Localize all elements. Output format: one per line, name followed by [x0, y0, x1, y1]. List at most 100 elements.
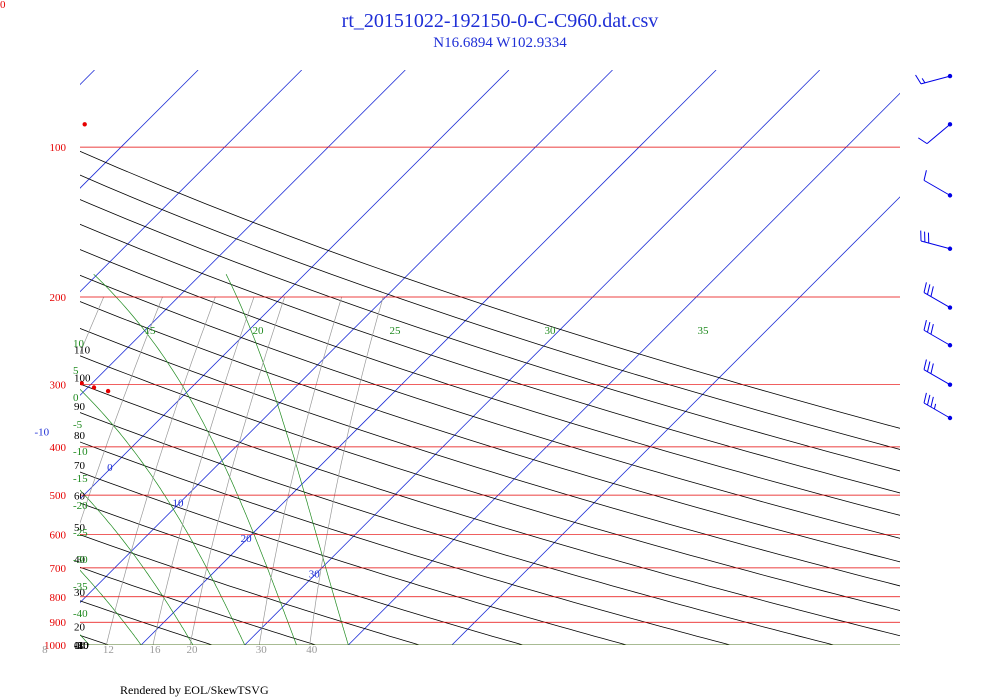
- moist-adiabat-line: [225, 274, 349, 645]
- isotherm-label: 20: [241, 533, 253, 545]
- dry-adiabat-left-label: 90: [74, 401, 86, 413]
- wind-barb-flag: [923, 282, 927, 293]
- mixing-ratio-line: [0, 297, 43, 645]
- mixing-ratio-label: 12: [103, 644, 114, 656]
- dry-adiabat-line: [80, 355, 900, 611]
- isotherm-line: [451, 196, 900, 645]
- isotherm-line: [348, 92, 900, 645]
- temperature-point: [105, 388, 111, 394]
- moist-adiabat-line: [93, 273, 297, 645]
- wind-barbs: [915, 73, 953, 421]
- wind-barb-flag: [930, 323, 934, 335]
- corner-label: 0: [0, 0, 6, 11]
- wind-barb-staff: [923, 402, 951, 419]
- mixing-ratio-label: 16: [149, 644, 161, 656]
- wind-barb-half-flag: [933, 403, 937, 410]
- pressure-label: 800: [50, 592, 67, 604]
- wind-barb-staff: [923, 369, 951, 386]
- moist-adiabat-label: 35: [698, 325, 710, 337]
- dry-adiabat-line: [80, 534, 420, 645]
- moist-adiabat-left-label: -35: [73, 581, 88, 593]
- pressure-label: 300: [50, 380, 67, 392]
- isotherm-label: 30: [309, 569, 321, 581]
- temperature-point: [24, 143, 28, 147]
- wind-barb-flag: [926, 394, 931, 406]
- dry-adiabat-line: [80, 249, 900, 516]
- dry-adiabat-left-label: 10: [74, 640, 86, 652]
- wind-barb-flag: [915, 74, 922, 85]
- dry-adiabat-line: [80, 566, 316, 645]
- wind-barb-flag: [926, 321, 931, 333]
- dry-adiabat-line: [80, 150, 900, 429]
- isotherm-label: 10: [173, 498, 185, 510]
- dry-adiabat-left-label: -40: [74, 640, 89, 652]
- moist-adiabat-label: 20: [253, 325, 265, 337]
- pressure-label: 400: [50, 442, 67, 454]
- pressure-label: 200: [50, 292, 67, 304]
- dry-adiabat-left-label: 40: [74, 554, 86, 566]
- temperature-point: [35, 370, 39, 374]
- moist-adiabat-left-label: -25: [73, 527, 88, 539]
- dry-adiabat-line: [80, 600, 213, 645]
- temperature-point: [10, 363, 14, 367]
- sounding-data: [4, 122, 111, 394]
- wind-barb-flag: [923, 392, 927, 404]
- grid-lines: [0, 70, 900, 645]
- dry-adiabat-line: [0, 70, 5, 645]
- pressure-label: 600: [50, 530, 67, 542]
- moist-adiabat-line: [0, 274, 38, 645]
- isotherm-line: [244, 70, 821, 645]
- mixing-ratio-line: [258, 296, 343, 645]
- pressure-label: 500: [50, 490, 67, 502]
- temperature-point: [91, 385, 97, 390]
- dry-adiabat-line: [80, 223, 900, 494]
- temperature-point: [4, 149, 8, 153]
- pressure-label: 1000: [44, 640, 67, 652]
- dry-adiabat-left-label: 30: [74, 587, 86, 599]
- isotherm-line: [80, 70, 406, 396]
- dry-adiabat-line: [80, 327, 900, 587]
- moist-adiabat-label: 15: [145, 325, 157, 337]
- isotherm-label: 0: [107, 462, 113, 474]
- dry-adiabat-line: [80, 199, 900, 472]
- isotherm-line: [80, 70, 199, 189]
- dry-adiabat-left-label: 60: [74, 490, 86, 502]
- dry-adiabat-line: [80, 471, 627, 645]
- wind-barb-staff: [920, 75, 951, 85]
- dry-adiabat-left-label: 20: [74, 621, 86, 633]
- mixing-ratio-label: 30: [256, 644, 268, 656]
- moist-adiabat-left-label: -20: [73, 500, 88, 512]
- moist-adiabat-left-label: 5: [73, 365, 79, 377]
- isotherm-line: [80, 70, 510, 500]
- dry-adiabat-left-label: 0: [74, 640, 80, 652]
- wind-barb-half-flag: [921, 78, 926, 84]
- mixing-ratio-line: [80, 296, 163, 525]
- moist-adiabat-left-label: 0: [73, 392, 79, 404]
- dry-adiabat-left-label: 100: [74, 372, 91, 384]
- pressure-label: 100: [50, 142, 67, 154]
- wind-barb-staff: [923, 179, 951, 196]
- temperature-point: [43, 136, 47, 140]
- pressure-label: 700: [50, 563, 67, 575]
- temperature-point: [69, 127, 73, 131]
- moist-adiabat-label: 25: [390, 325, 402, 337]
- dry-adiabat-line: [80, 383, 900, 637]
- moist-adiabat-label: 30: [545, 325, 557, 337]
- moist-adiabat-line: [80, 388, 246, 645]
- isotherm-line: [140, 70, 717, 645]
- moist-adiabat-line: [80, 489, 194, 645]
- dry-adiabat-left-label: -10: [74, 640, 89, 652]
- moist-adiabat-left-label: -10: [73, 446, 88, 458]
- wind-barb-flag: [930, 363, 934, 374]
- moist-adiabat-line: [80, 569, 142, 645]
- mixing-ratio-label: 40: [306, 644, 318, 656]
- temperature-point: [53, 132, 57, 136]
- dry-adiabat-left-label: 110: [74, 345, 91, 357]
- wind-barb-flag: [923, 170, 927, 181]
- moist-adiabat-left-label: -5: [73, 419, 83, 431]
- wind-barb-flag: [918, 137, 928, 145]
- moist-adiabat-left-label: 10: [73, 338, 85, 350]
- mixing-ratio-label: 8: [42, 644, 48, 656]
- wind-barb-flag: [930, 286, 934, 297]
